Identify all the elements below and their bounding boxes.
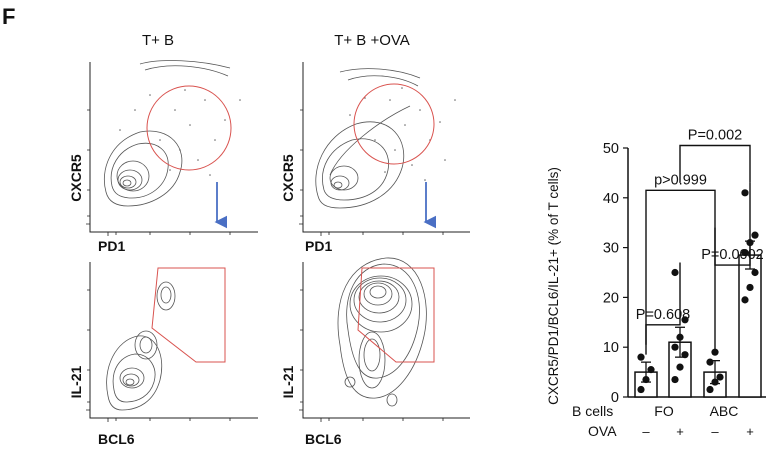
flow-title-t-b: T+ B xyxy=(142,32,174,49)
data-point-1-2 xyxy=(642,375,650,384)
data-point-3-5 xyxy=(711,348,719,356)
p-value-label-4: P=0.002 xyxy=(688,128,742,144)
y-tick-label-2: 20 xyxy=(603,290,619,306)
p-value-label-1: P=0.608 xyxy=(636,307,690,323)
bar-4 xyxy=(738,254,762,398)
gate-polygon xyxy=(151,267,226,363)
xlabel-bcl6: BCL6 xyxy=(305,431,342,447)
xlabel-pd1: PD1 xyxy=(98,238,125,254)
data-point-2-2 xyxy=(676,363,684,371)
flow-dots xyxy=(349,87,456,181)
data-point-3-1 xyxy=(706,385,714,394)
ova-sign-2: + xyxy=(676,424,684,439)
ova-sign-4: + xyxy=(746,424,754,439)
flow-plot-cxcr5-pd1-control: CXCR5 PD1 xyxy=(68,60,258,254)
axis-ticks xyxy=(299,109,444,236)
panel-letter: F xyxy=(2,4,15,29)
flow-plot-il21-bcl6-control: IL-21 BCL6 xyxy=(68,262,258,447)
flow-contours xyxy=(103,60,231,207)
data-point-4-4 xyxy=(741,248,749,257)
flow-plot-il21-bcl6-ova: IL-21 BCL6 xyxy=(280,257,470,447)
data-point-2-3 xyxy=(681,351,689,359)
data-point-4-6 xyxy=(751,231,759,239)
flow-contours xyxy=(337,257,427,407)
y-tick-label-5: 50 xyxy=(603,141,619,157)
data-point-4-7 xyxy=(741,189,749,197)
axis-ticks xyxy=(86,109,231,236)
row-label-ova: OVA xyxy=(588,423,617,439)
ylabel-cxcr5: CXCR5 xyxy=(280,154,296,202)
data-point-3-3 xyxy=(716,373,724,381)
data-point-2-7 xyxy=(671,268,679,277)
xlabel-bcl6: BCL6 xyxy=(98,431,135,447)
bar-chart: CXCR5/PD1/BCL6/IL-21+ (% of T cells) B c… xyxy=(546,128,766,439)
y-tick-label-0: 0 xyxy=(611,390,619,406)
plot-frame xyxy=(89,62,258,233)
ova-sign-3: – xyxy=(711,424,719,439)
data-point-1-4 xyxy=(637,353,645,361)
ova-sign-1: – xyxy=(642,424,650,439)
data-point-1-3 xyxy=(647,366,655,374)
significance-bracket-4 xyxy=(679,144,751,183)
ylabel-il21: IL-21 xyxy=(68,365,84,398)
data-point-2-1 xyxy=(671,375,679,384)
group-label-abc: ABC xyxy=(710,403,739,419)
gate-circle xyxy=(146,85,232,171)
data-point-4-2 xyxy=(746,283,754,292)
p-value-label-2: P=0.0002 xyxy=(701,247,764,263)
gate-polygon xyxy=(357,267,435,363)
axis-ticks xyxy=(299,289,444,422)
y-tick-label-1: 10 xyxy=(603,340,619,356)
ylabel-cxcr5: CXCR5 xyxy=(68,154,84,202)
plot-frame xyxy=(302,262,470,419)
data-point-4-3 xyxy=(751,268,759,277)
flow-plot-cxcr5-pd1-ova: CXCR5 PD1 xyxy=(280,62,470,254)
data-point-2-6 xyxy=(681,316,689,324)
data-point-2-5 xyxy=(676,333,684,341)
y-tick-label-3: 30 xyxy=(603,241,619,257)
xlabel-pd1: PD1 xyxy=(305,238,332,254)
y-axis-label: CXCR5/PD1/BCL6/IL-21+ (% of T cells) xyxy=(546,167,561,405)
data-point-4-1 xyxy=(741,296,749,304)
group-label-fo: FO xyxy=(654,403,674,419)
flow-contours xyxy=(106,281,176,411)
plot-frame xyxy=(302,62,470,233)
significance-bracket-3 xyxy=(645,189,716,355)
axis-ticks xyxy=(86,289,231,422)
flow-title-t-b-ova: T+ B +OVA xyxy=(334,32,410,49)
gate-circle xyxy=(353,83,435,165)
plot-frame xyxy=(89,262,258,419)
flow-contours xyxy=(315,68,421,209)
y-tick-label-4: 40 xyxy=(603,191,619,207)
flow-dots xyxy=(119,89,241,176)
ylabel-il21: IL-21 xyxy=(280,365,296,398)
row-label-b-cells: B cells xyxy=(572,403,613,419)
data-point-3-4 xyxy=(706,358,714,366)
data-point-1-1 xyxy=(637,385,645,394)
data-point-3-2 xyxy=(711,378,719,386)
data-point-2-4 xyxy=(671,343,679,351)
